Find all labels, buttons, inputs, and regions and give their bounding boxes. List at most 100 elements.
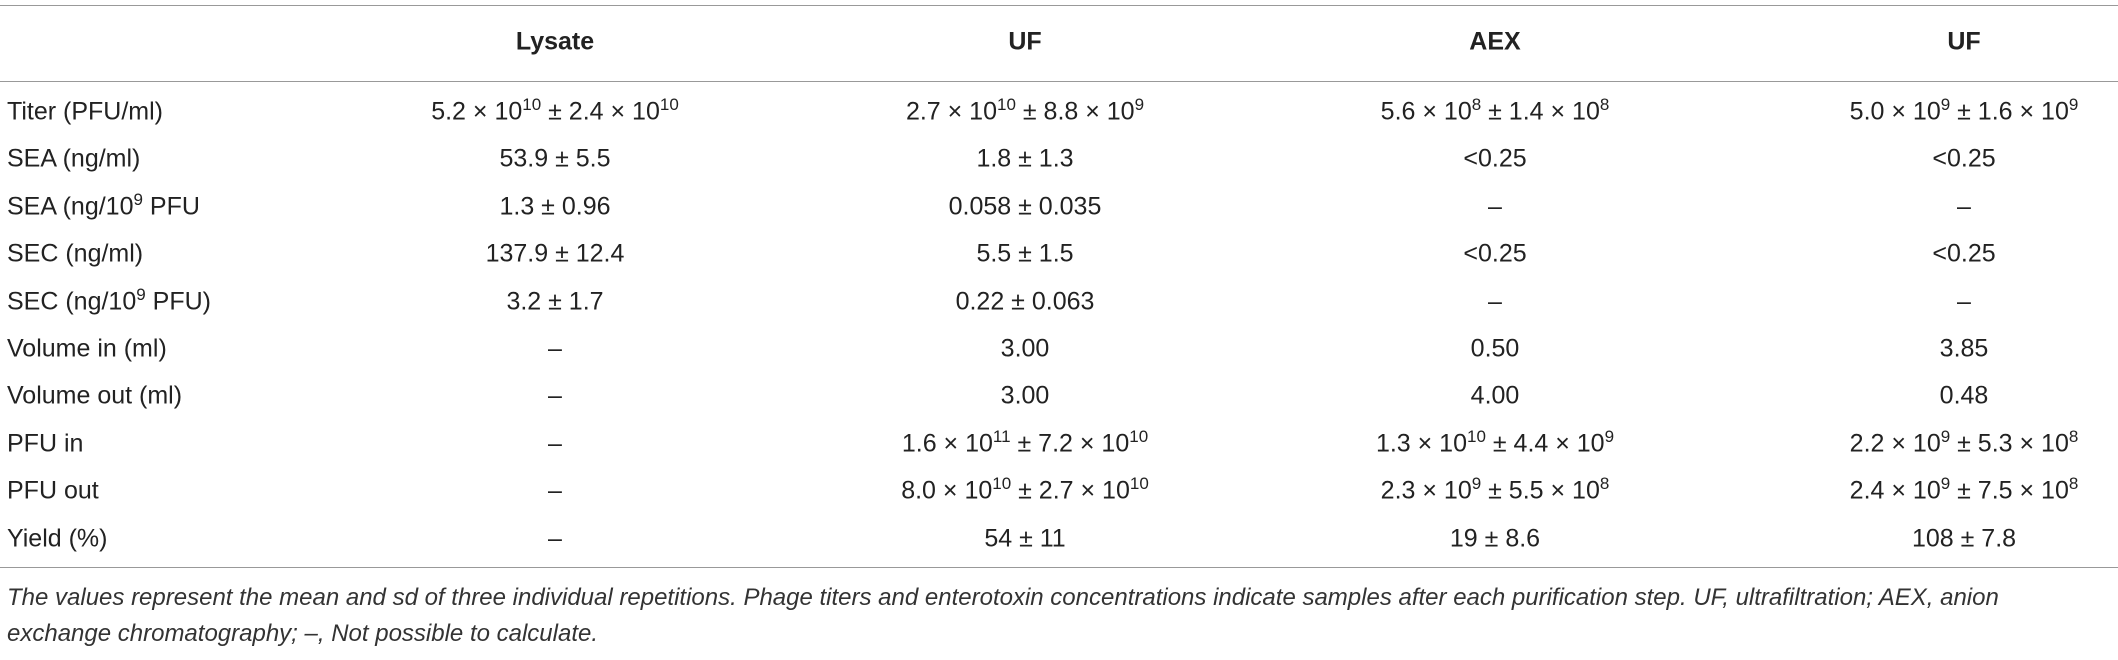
superscript: 9 bbox=[1134, 95, 1145, 115]
superscript: 9 bbox=[1471, 474, 1482, 494]
text-part: ± 7.5 × 10 bbox=[1950, 476, 2069, 505]
text-part: ± 1.6 × 10 bbox=[1950, 97, 2069, 126]
table-cell: – bbox=[1488, 287, 1502, 316]
table-cell: – bbox=[548, 429, 562, 458]
table-cell: – bbox=[548, 476, 562, 505]
text-part: 2.7 × 10 bbox=[905, 97, 997, 126]
superscript: 8 bbox=[2068, 474, 2079, 494]
text-part: ± 4.4 × 10 bbox=[1485, 429, 1605, 458]
text-part: 1.3 × 10 bbox=[1375, 429, 1467, 458]
text-part: SEC (ng/10 bbox=[7, 287, 137, 316]
footnote: The values represent the mean and sd of … bbox=[7, 584, 1999, 647]
text-part: SEA (ng/10 bbox=[7, 192, 134, 221]
table-cell: – bbox=[1957, 287, 1971, 316]
text-part: 2.2 × 10 bbox=[1849, 429, 1941, 458]
table-cell: 1.3 ± 0.96 bbox=[499, 192, 611, 221]
table-cell: <0.25 bbox=[1463, 144, 1527, 173]
superscript: 9 bbox=[133, 189, 143, 209]
text-part: 5.0 × 10 bbox=[1849, 97, 1941, 126]
superscript: 11 bbox=[992, 426, 1011, 446]
text-part: 2.3 × 10 bbox=[1380, 476, 1472, 505]
text-part: ± 5.5 × 10 bbox=[1481, 476, 1600, 505]
superscript: 9 bbox=[1940, 95, 1951, 115]
header-rule bbox=[0, 81, 2118, 82]
bottom-rule bbox=[0, 567, 2118, 568]
table-cell: <0.25 bbox=[1932, 144, 1996, 173]
superscript: 10 bbox=[997, 95, 1016, 115]
row-label: PFU out bbox=[7, 476, 99, 505]
table-cell: 53.9 ± 5.5 bbox=[499, 144, 611, 173]
row-label: PFU in bbox=[7, 429, 84, 458]
table-cell: – bbox=[548, 334, 562, 363]
table-cell: 54 ± 11 bbox=[984, 524, 1066, 553]
superscript: 10 bbox=[992, 474, 1012, 494]
table-cell: 0.48 bbox=[1939, 381, 1989, 410]
superscript: 9 bbox=[1940, 426, 1951, 446]
table-cell: – bbox=[548, 381, 562, 410]
table-cell: 5.6 × 108 ± 1.4 × 108 bbox=[1380, 96, 1610, 126]
superscript: 8 bbox=[1471, 95, 1482, 115]
table-cell: <0.25 bbox=[1932, 239, 1996, 268]
superscript: 8 bbox=[2068, 426, 2079, 446]
table-cell: 2.2 × 109 ± 5.3 × 108 bbox=[1849, 428, 2079, 458]
superscript: 10 bbox=[1129, 474, 1149, 494]
text-part: ± 8.8 × 10 bbox=[1015, 97, 1135, 126]
table-cell: 2.4 × 109 ± 7.5 × 108 bbox=[1849, 475, 2079, 505]
row-label: SEC (ng/109 PFU) bbox=[7, 286, 211, 316]
table-cell: – bbox=[548, 524, 562, 553]
text-part: PFU bbox=[142, 192, 200, 221]
column-header: Lysate bbox=[515, 27, 595, 56]
row-label: SEA (ng/ml) bbox=[7, 144, 141, 173]
table-cell: 1.8 ± 1.3 bbox=[976, 144, 1074, 173]
row-label: Yield (%) bbox=[7, 524, 108, 553]
text-part: 5.6 × 10 bbox=[1380, 97, 1472, 126]
table-cell: – bbox=[1957, 192, 1971, 221]
table-cell: 2.7 × 1010 ± 8.8 × 109 bbox=[905, 96, 1144, 126]
table-cell: 5.2 × 1010 ± 2.4 × 1010 bbox=[431, 96, 679, 126]
table-cell: – bbox=[1488, 192, 1502, 221]
row-label: Titer (PFU/ml) bbox=[7, 97, 163, 126]
superscript: 9 bbox=[2068, 95, 2079, 115]
superscript: 8 bbox=[1599, 95, 1610, 115]
superscript: 10 bbox=[1467, 426, 1486, 446]
superscript: 9 bbox=[136, 284, 146, 304]
row-label: Volume out (ml) bbox=[7, 381, 183, 410]
row-label: SEA (ng/109 PFU bbox=[7, 191, 200, 221]
table-cell: 8.0 × 1010 ± 2.7 × 1010 bbox=[901, 475, 1149, 505]
table-cell: 3.00 bbox=[1000, 381, 1050, 410]
table-cell: 2.3 × 109 ± 5.5 × 108 bbox=[1380, 475, 1610, 505]
superscript: 10 bbox=[659, 95, 679, 115]
column-header: AEX bbox=[1469, 27, 1521, 56]
superscript: 8 bbox=[1599, 474, 1610, 494]
table-cell: 0.22 ± 0.063 bbox=[955, 287, 1095, 316]
text-part: ± 2.4 × 10 bbox=[541, 97, 660, 126]
text-part: 2.4 × 10 bbox=[1849, 476, 1941, 505]
column-header: UF bbox=[1008, 27, 1042, 56]
table-cell: 5.0 × 109 ± 1.6 × 109 bbox=[1849, 96, 2079, 126]
top-rule bbox=[0, 5, 2118, 6]
text-part: ± 2.7 × 10 bbox=[1011, 476, 1130, 505]
text-part: PFU) bbox=[145, 287, 211, 316]
text-part: ± 5.3 × 10 bbox=[1950, 429, 2069, 458]
text-part: 5.2 × 10 bbox=[431, 97, 523, 126]
text-part: 1.6 × 10 bbox=[901, 429, 993, 458]
table-cell: 5.5 ± 1.5 bbox=[976, 239, 1074, 268]
text-part: ± 7.2 × 10 bbox=[1010, 429, 1130, 458]
table-cell: 19 ± 8.6 bbox=[1449, 524, 1541, 553]
table-cell: 108 ± 7.8 bbox=[1911, 524, 2017, 553]
table-cell: 3.85 bbox=[1939, 334, 1989, 363]
table-cell: 4.00 bbox=[1470, 381, 1520, 410]
table-cell: 1.6 × 1011 ± 7.2 × 1010 bbox=[901, 428, 1148, 458]
column-header: UF bbox=[1947, 27, 1981, 56]
text-part: ± 1.4 × 10 bbox=[1481, 97, 1600, 126]
table-cell: 0.50 bbox=[1470, 334, 1520, 363]
table-cell: <0.25 bbox=[1463, 239, 1527, 268]
table-cell: 0.058 ± 0.035 bbox=[948, 192, 1102, 221]
superscript: 9 bbox=[1940, 474, 1951, 494]
superscript: 9 bbox=[1604, 426, 1615, 446]
table-cell: 3.00 bbox=[1000, 334, 1050, 363]
text-part: 8.0 × 10 bbox=[901, 476, 993, 505]
row-label: SEC (ng/ml) bbox=[7, 239, 144, 268]
table-cell: 137.9 ± 12.4 bbox=[485, 239, 625, 268]
